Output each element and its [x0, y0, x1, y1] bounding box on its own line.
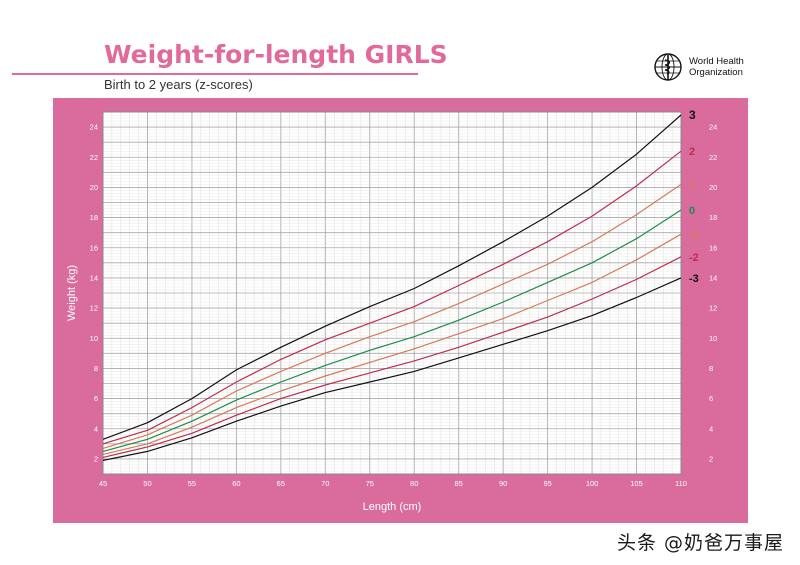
series-line-z-3 — [102, 277, 682, 461]
series-label-z-2: -2 — [689, 252, 699, 264]
y-axis-label: Weight (kg) — [66, 265, 78, 321]
x-tick-label: 95 — [543, 479, 551, 488]
series-label-z-3: -3 — [689, 273, 699, 285]
who-logo: World Health Organization — [653, 52, 744, 82]
who-wordmark: World Health Organization — [689, 56, 744, 78]
y-tick-label-left: 16 — [90, 243, 98, 252]
y-tick-label-right: 8 — [709, 364, 713, 373]
y-tick-label-right: 16 — [709, 243, 717, 252]
y-tick-label-right: 18 — [709, 213, 717, 222]
chart-subtitle: Birth to 2 years (z-scores) — [104, 77, 253, 92]
y-tick-label-left: 20 — [90, 183, 98, 192]
who-line-1: World Health — [689, 56, 744, 67]
series-label-z-1: -1 — [689, 229, 699, 241]
y-tick-label-left: 22 — [90, 153, 98, 162]
who-line-2: Organization — [689, 67, 743, 78]
x-tick-label: 45 — [99, 479, 107, 488]
y-tick-label-left: 4 — [94, 424, 98, 433]
y-tick-label-right: 6 — [709, 394, 713, 403]
y-tick-label-left: 14 — [90, 273, 98, 282]
y-tick-label-right: 24 — [709, 123, 717, 132]
x-tick-label: 90 — [499, 479, 507, 488]
y-tick-label-left: 12 — [90, 304, 98, 313]
watermark-text: 头条 @奶爸万事屋 — [617, 532, 785, 554]
x-tick-label: 80 — [410, 479, 418, 488]
y-tick-label-right: 2 — [709, 454, 713, 463]
series-label-z2: 2 — [689, 146, 695, 158]
y-tick-label-right: 10 — [709, 334, 717, 343]
series-label-z1: 1 — [689, 179, 695, 191]
series-line-z-2 — [102, 256, 682, 458]
y-tick-label-right: 22 — [709, 153, 717, 162]
y-tick-label-right: 4 — [709, 424, 713, 433]
x-tick-label: 55 — [188, 479, 196, 488]
x-tick-label: 110 — [675, 479, 687, 488]
x-tick-label: 105 — [630, 479, 643, 488]
x-tick-label: 60 — [232, 479, 240, 488]
y-tick-label-right: 12 — [709, 304, 717, 313]
series-line-z-1 — [102, 233, 682, 455]
x-tick-label: 70 — [321, 479, 329, 488]
y-tick-label-left: 8 — [94, 364, 98, 373]
x-tick-label: 85 — [455, 479, 463, 488]
series-line-z0 — [102, 209, 682, 452]
series-line-z3 — [102, 114, 682, 440]
y-tick-label-left: 6 — [94, 394, 98, 403]
y-tick-label-left: 10 — [90, 334, 98, 343]
who-emblem-icon — [654, 53, 682, 81]
x-tick-label: 100 — [586, 479, 599, 488]
x-tick-label: 65 — [277, 479, 285, 488]
x-tick-label: 50 — [143, 479, 151, 488]
title-divider — [12, 73, 418, 75]
y-tick-label-left: 2 — [94, 454, 98, 463]
plot-border — [102, 111, 682, 475]
y-tick-label-right: 20 — [709, 183, 717, 192]
series-label-z0: 0 — [689, 205, 695, 217]
y-tick-label-left: 24 — [90, 123, 98, 132]
x-tick-label: 75 — [366, 479, 374, 488]
series-line-z2 — [102, 150, 682, 445]
y-tick-label-left: 18 — [90, 213, 98, 222]
x-axis-label: Length (cm) — [363, 501, 422, 513]
chart-title: Weight-for-length GIRLS — [104, 40, 448, 69]
y-tick-label-right: 14 — [709, 273, 717, 282]
series-line-z1 — [102, 183, 682, 449]
series-label-z3: 3 — [689, 108, 696, 122]
